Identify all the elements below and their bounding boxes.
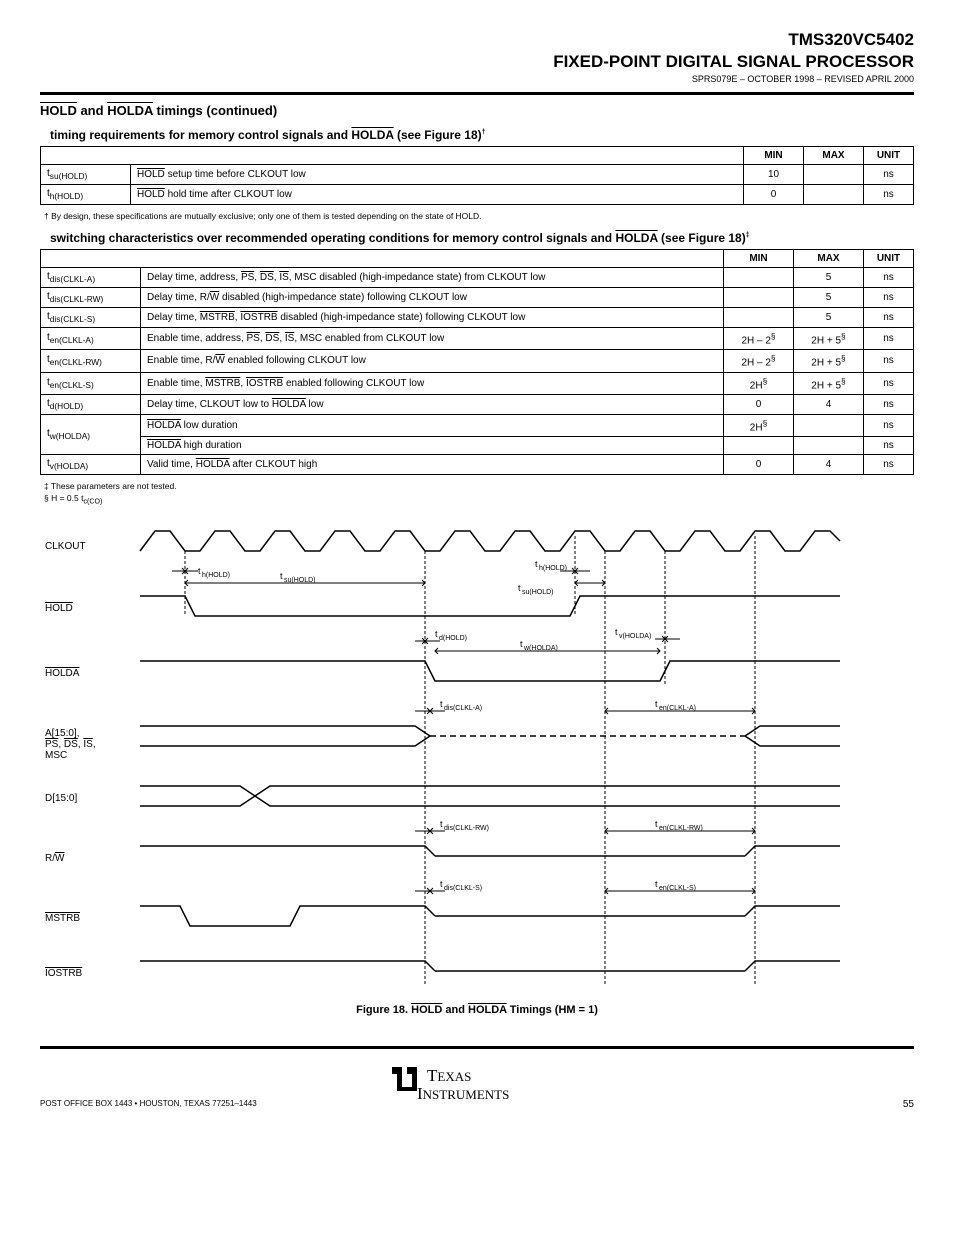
table-row: tv(HOLDA)Valid time, HOLDA after CLKOUT … [41, 455, 914, 475]
table-row: ten(CLKL-RW)Enable time, R/W enabled fol… [41, 350, 914, 372]
page-footer: ti TEXAS INSTRUMENTS POST OFFICE BOX 144… [40, 1059, 914, 1129]
timing-req-table: MIN MAX UNIT tsu(HOLD)HOLD setup time be… [40, 146, 914, 205]
footer-rule [40, 1046, 914, 1049]
svg-text:t: t [440, 879, 443, 889]
svg-text:su(HOLD): su(HOLD) [522, 589, 554, 596]
svg-text:t: t [655, 699, 658, 709]
svg-text:en(CLKL-RW): en(CLKL-RW) [659, 825, 703, 832]
table-header-row: MIN MAX UNIT [41, 250, 914, 268]
table-row: tdis(CLKL-S)Delay time, MSTRB, IOSTRB di… [41, 308, 914, 328]
header-rule [40, 92, 914, 95]
svg-text:MSC: MSC [45, 750, 67, 761]
svg-text:t: t [440, 819, 443, 829]
svg-text:ti: ti [402, 1071, 408, 1081]
svg-text:HOLD: HOLD [45, 603, 73, 614]
sig-label-clkout: CLKOUT [45, 541, 86, 552]
svg-text:INSTRUMENTS: INSTRUMENTS [417, 1084, 509, 1103]
svg-text:PS, DS, IS,: PS, DS, IS, [45, 739, 96, 750]
table1-title: timing requirements for memory control s… [50, 128, 914, 142]
th-blank [41, 147, 744, 165]
svg-text:t: t [655, 819, 658, 829]
svg-text:D[15:0]: D[15:0] [45, 793, 77, 804]
footer-address: POST OFFICE BOX 1443 • HOUSTON, TEXAS 77… [40, 1099, 257, 1108]
table2-footnote2: § H = 0.5 tc(CO) [44, 493, 914, 506]
table-row: th(HOLD)HOLD hold time after CLKOUT low0… [41, 185, 914, 205]
th-max: MAX [804, 147, 864, 165]
table-row: ten(CLKL-S)Enable time, MSTRB, IOSTRB en… [41, 372, 914, 394]
svg-text:h(HOLD): h(HOLD) [539, 565, 567, 572]
th-unit: UNIT [864, 250, 914, 268]
svg-text:HOLDA: HOLDA [45, 668, 80, 679]
product-subtitle: FIXED-POINT DIGITAL SIGNAL PROCESSOR [40, 52, 914, 72]
svg-text:t: t [615, 627, 618, 637]
switching-char-table: MIN MAX UNIT tdis(CLKL-A)Delay time, add… [40, 249, 914, 475]
th-min: MIN [744, 147, 804, 165]
svg-text:dis(CLKL-A): dis(CLKL-A) [444, 705, 482, 712]
svg-text:A[15:0],: A[15:0], [45, 728, 79, 739]
svg-text:w(HOLDA): w(HOLDA) [523, 645, 558, 652]
table-row: tw(HOLDA)HOLDA low duration2H§ns [41, 414, 914, 436]
svg-text:MSTRB: MSTRB [45, 913, 80, 924]
timing-diagram: CLKOUT HOLD th(HOLD) tsu(HOLD) th(HOLD) … [40, 521, 914, 994]
table-row: HOLDA high durationns [41, 437, 914, 455]
svg-text:su(HOLD): su(HOLD) [284, 577, 316, 584]
svg-text:t: t [518, 583, 521, 593]
table-row: tdis(CLKL-RW)Delay time, R/W disabled (h… [41, 288, 914, 308]
svg-text:dis(CLKL-S): dis(CLKL-S) [444, 885, 482, 892]
svg-text:v(HOLDA): v(HOLDA) [619, 633, 651, 640]
svg-text:h(HOLD): h(HOLD) [202, 572, 230, 579]
figure-caption: Figure 18. HOLD and HOLDA Timings (HM = … [40, 1004, 914, 1016]
th-blank [41, 250, 724, 268]
table-row: tdis(CLKL-A)Delay time, address, PS, DS,… [41, 268, 914, 288]
svg-text:t: t [280, 571, 283, 581]
svg-text:t: t [198, 566, 201, 576]
section-title: HOLD and HOLDA timings (continued) [40, 103, 914, 118]
sig-hold: HOLD [40, 103, 77, 118]
table-row: tsu(HOLD)HOLD setup time before CLKOUT l… [41, 165, 914, 185]
svg-text:t: t [520, 639, 523, 649]
sig-holda: HOLDA [107, 103, 153, 118]
th-max: MAX [794, 250, 864, 268]
table-header-row: MIN MAX UNIT [41, 147, 914, 165]
svg-text:TEXAS: TEXAS [427, 1066, 471, 1085]
th-unit: UNIT [864, 147, 914, 165]
table-row: ten(CLKL-A)Enable time, address, PS, DS,… [41, 328, 914, 350]
svg-text:t: t [535, 559, 538, 569]
table-row: td(HOLD)Delay time, CLKOUT low to HOLDA … [41, 394, 914, 414]
table1-footnote: † By design, these specifications are mu… [44, 211, 914, 221]
svg-text:IOSTRB: IOSTRB [45, 968, 83, 979]
svg-text:d(HOLD): d(HOLD) [439, 635, 467, 642]
table2-footnote1: ‡ These parameters are not tested. [44, 481, 914, 491]
svg-text:en(CLKL-A): en(CLKL-A) [659, 705, 696, 712]
svg-text:t: t [655, 879, 658, 889]
svg-text:dis(CLKL-RW): dis(CLKL-RW) [444, 825, 489, 832]
doc-meta: SPRS079E – OCTOBER 1998 – REVISED APRIL … [40, 74, 914, 84]
page-number: 55 [903, 1099, 914, 1110]
svg-text:t: t [435, 629, 438, 639]
th-min: MIN [724, 250, 794, 268]
table2-title: switching characteristics over recommend… [50, 231, 914, 245]
product-id: TMS320VC5402 [40, 30, 914, 50]
svg-text:R/W: R/W [45, 853, 65, 864]
svg-text:en(CLKL-S): en(CLKL-S) [659, 885, 696, 892]
svg-text:t: t [440, 699, 443, 709]
